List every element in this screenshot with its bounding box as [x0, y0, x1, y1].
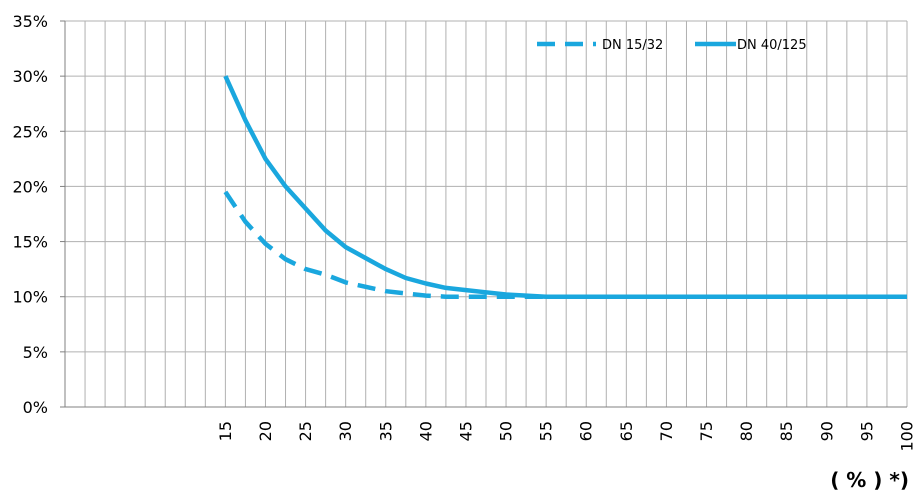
x-tick-label: 85 [777, 421, 796, 441]
x-tick-label: 40 [416, 421, 435, 441]
x-tick-label: 65 [617, 421, 636, 441]
y-tick-label: 0% [23, 398, 48, 417]
y-tick-label: 10% [12, 288, 48, 307]
y-tick-label: 5% [23, 343, 48, 362]
legend-label: DN 15/32 [602, 38, 663, 53]
x-tick-label: 35 [376, 421, 395, 441]
legend: DN 15/32 DN 40/125 [537, 38, 807, 53]
y-tick-label: 30% [12, 67, 48, 86]
y-tick-label: 25% [12, 122, 48, 141]
x-tick-label: 95 [857, 421, 876, 441]
x-tick-label: 20 [256, 421, 275, 441]
axis-layer: 0% 5% 10% 15% 20% 25% 30% 35% 15 20 25 30 35 40 45 50 55… [12, 12, 916, 452]
x-tick-label: 45 [456, 421, 475, 441]
y-tick-label: 20% [12, 177, 48, 196]
x-tick-label: 75 [697, 421, 716, 441]
y-tick-label: 15% [12, 233, 48, 252]
grid-layer [64, 20, 908, 408]
x-axis-label: ( % ) *) [830, 468, 909, 492]
x-tick-label: 25 [296, 421, 315, 441]
x-tick-label: 100 [898, 421, 917, 452]
series-layer [223, 75, 907, 299]
x-tick-label: 90 [817, 421, 836, 441]
legend-label: DN 40/125 [737, 38, 807, 53]
x-tick-label: 30 [336, 421, 355, 441]
y-tick-label: 35% [12, 12, 48, 31]
x-tick-label: 15 [216, 421, 235, 441]
x-tick-label: 70 [657, 421, 676, 441]
x-tick-label: 50 [497, 421, 516, 441]
series-line-solid [223, 75, 907, 299]
x-tick-label: 55 [537, 421, 556, 441]
x-tick-label: 60 [577, 421, 596, 441]
x-tick-label: 80 [737, 421, 756, 441]
